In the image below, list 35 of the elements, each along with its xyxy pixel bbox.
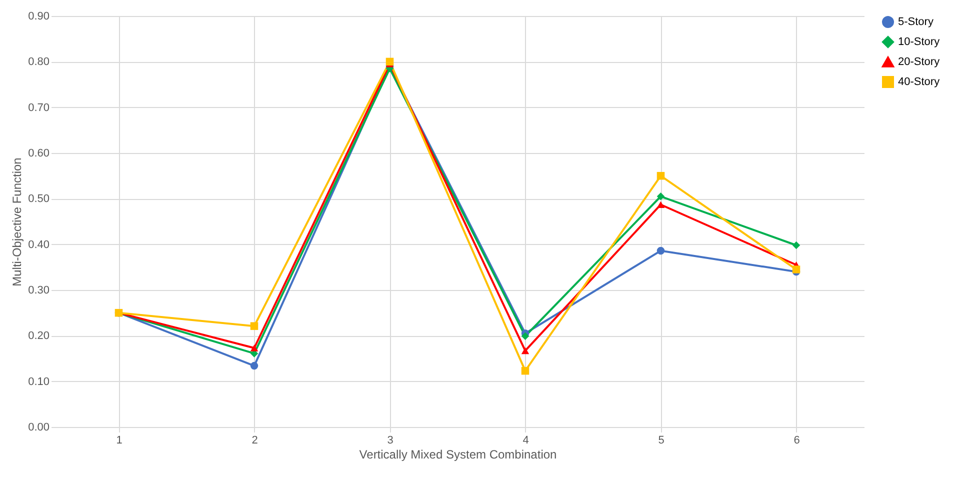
y-tick-label: 0.30 bbox=[28, 284, 50, 296]
point bbox=[521, 366, 530, 375]
legend-label: 10-Story bbox=[898, 36, 940, 48]
y-tick-label: 0.20 bbox=[28, 330, 50, 342]
y-axis-title: Multi-Objective Function bbox=[10, 158, 24, 286]
point bbox=[792, 241, 800, 250]
y-tick-label: 0.80 bbox=[28, 56, 50, 68]
point bbox=[250, 344, 258, 352]
point bbox=[792, 266, 800, 274]
point bbox=[386, 58, 394, 66]
y-tick-label: 0.40 bbox=[28, 238, 50, 251]
legend-label: 20-Story bbox=[898, 56, 940, 68]
y-tick-label: 0.60 bbox=[28, 148, 50, 160]
y-tick-label: 0.50 bbox=[28, 193, 50, 206]
point bbox=[656, 172, 665, 180]
point bbox=[250, 322, 258, 330]
x-axis-title: Vertically Mixed System Combination bbox=[359, 448, 557, 462]
legend-label: 5-Story bbox=[898, 16, 934, 28]
y-tick-label: 0.10 bbox=[28, 376, 50, 388]
x-tick-label: 3 bbox=[387, 434, 394, 446]
y-tick-label: 0.70 bbox=[28, 102, 50, 114]
x-tick-label: 6 bbox=[794, 434, 800, 446]
y-tick-label: 0.00 bbox=[28, 422, 50, 434]
point bbox=[656, 192, 665, 200]
point bbox=[656, 246, 665, 255]
y-tick-label: 0.90 bbox=[28, 10, 50, 22]
x-tick-label: 1 bbox=[116, 434, 122, 446]
x-tick-label: 4 bbox=[522, 434, 529, 446]
x-tick-label: 5 bbox=[658, 434, 664, 446]
legend-label: 40-Story bbox=[898, 76, 940, 88]
x-tick-label: 2 bbox=[252, 434, 258, 446]
point bbox=[250, 362, 258, 370]
point bbox=[521, 347, 530, 354]
point bbox=[521, 332, 530, 340]
point bbox=[656, 201, 665, 208]
